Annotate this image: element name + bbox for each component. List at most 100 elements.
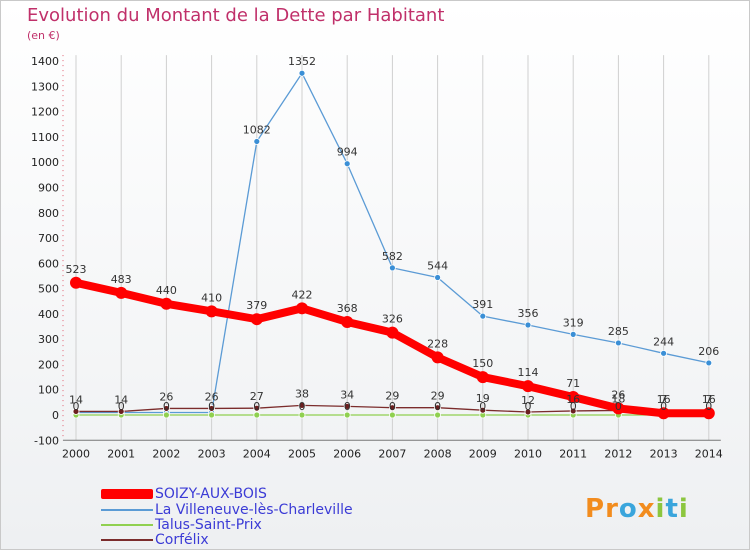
data-label: 422 xyxy=(292,288,313,301)
data-label: 326 xyxy=(382,313,403,326)
y-tick-label: 1400 xyxy=(31,55,59,68)
data-point xyxy=(117,408,125,415)
data-label: 206 xyxy=(698,345,719,358)
y-tick-label: 1100 xyxy=(31,131,59,144)
data-label: 379 xyxy=(246,299,267,312)
data-label: 410 xyxy=(201,291,222,304)
legend-item-talus: Talus-Saint-Prix xyxy=(101,517,262,533)
data-label: 114 xyxy=(518,366,539,379)
data-point xyxy=(253,138,261,145)
data-point xyxy=(160,297,173,310)
data-label: 19 xyxy=(476,392,490,405)
data-label: 71 xyxy=(566,377,580,390)
legend-label-corfelix: Corfélix xyxy=(155,531,209,548)
data-label: 12 xyxy=(521,394,535,407)
data-point xyxy=(567,391,580,404)
data-point xyxy=(612,402,625,415)
data-point xyxy=(253,404,261,412)
y-tick-label: 100 xyxy=(38,384,59,397)
data-point xyxy=(524,321,532,329)
data-point xyxy=(388,264,396,272)
data-label: 391 xyxy=(472,298,493,311)
legend-swatch-corfelix xyxy=(101,538,153,541)
data-label: 0 xyxy=(525,400,532,413)
data-label: 150 xyxy=(472,357,493,370)
data-label: 29 xyxy=(385,390,399,403)
data-label: 0 xyxy=(434,400,441,413)
proxiti-logo: Proxiti xyxy=(585,494,689,524)
data-label: 994 xyxy=(337,146,358,159)
data-point xyxy=(386,326,399,339)
data-point xyxy=(208,411,216,419)
legend-label-soizy: SOIZY-AUX-BOIS xyxy=(155,485,267,502)
data-label: 16 xyxy=(702,393,716,406)
data-point xyxy=(115,286,128,299)
data-label: 0 xyxy=(479,400,486,413)
data-point xyxy=(162,411,170,419)
y-tick-label: -100 xyxy=(34,434,59,447)
y-tick-label: 1300 xyxy=(31,80,59,93)
data-label: 228 xyxy=(427,337,448,350)
chart-subtitle: (en €) xyxy=(27,29,60,42)
data-point xyxy=(298,401,306,409)
data-label: 16 xyxy=(657,393,671,406)
y-tick-label: 300 xyxy=(38,333,59,346)
y-tick-label: 900 xyxy=(38,181,59,194)
y-tick-label: 400 xyxy=(38,308,59,321)
x-tick-label: 2013 xyxy=(650,447,678,460)
data-label: 0 xyxy=(615,400,622,413)
data-label: 1352 xyxy=(288,55,316,68)
legend-swatch-villeneuve xyxy=(101,508,153,511)
data-label: 0 xyxy=(208,400,215,413)
x-tick-label: 2009 xyxy=(469,447,497,460)
data-label: 26 xyxy=(205,390,219,403)
x-tick-label: 2003 xyxy=(198,447,226,460)
data-label: 27 xyxy=(250,390,264,403)
y-tick-label: 200 xyxy=(38,358,59,371)
y-tick-label: 500 xyxy=(38,283,59,296)
logo-letter: x xyxy=(637,494,656,524)
data-label: 26 xyxy=(611,388,625,401)
data-label: 0 xyxy=(299,400,306,413)
data-point xyxy=(388,404,396,412)
x-tick-label: 2001 xyxy=(107,447,135,460)
data-label: 356 xyxy=(518,307,539,320)
x-tick-label: 2014 xyxy=(695,447,723,460)
data-point xyxy=(615,339,622,347)
x-tick-label: 2004 xyxy=(243,447,271,460)
legend-label-villeneuve: La Villeneuve-lès-Charleville xyxy=(155,501,353,518)
data-label: 285 xyxy=(608,325,629,338)
data-point xyxy=(479,312,487,320)
data-label: 18 xyxy=(611,392,625,405)
x-tick-label: 2011 xyxy=(559,447,587,460)
data-point xyxy=(298,411,306,419)
data-label: 368 xyxy=(337,302,358,315)
data-label: 34 xyxy=(340,388,354,401)
data-point xyxy=(341,315,354,328)
y-tick-label: 0 xyxy=(52,409,59,422)
data-point xyxy=(657,407,670,420)
x-tick-label: 2002 xyxy=(152,447,180,460)
logo-letter: o xyxy=(618,494,638,524)
data-point xyxy=(253,411,261,419)
data-label: 7 xyxy=(660,393,667,406)
data-point xyxy=(250,313,263,326)
logo-letter: t xyxy=(665,494,679,524)
x-tick-label: 2006 xyxy=(333,447,361,460)
data-point xyxy=(660,349,667,357)
data-point xyxy=(162,405,170,412)
data-label: 440 xyxy=(156,284,177,297)
legend-item-villeneuve: La Villeneuve-lès-Charleville xyxy=(101,501,353,518)
y-tick-label: 800 xyxy=(38,207,59,220)
data-point xyxy=(388,411,396,419)
data-point xyxy=(479,406,487,414)
data-point xyxy=(476,371,489,384)
data-label: 0 xyxy=(344,400,351,413)
data-label: 14 xyxy=(114,393,128,406)
x-tick-label: 2010 xyxy=(514,447,542,460)
y-tick-label: 700 xyxy=(38,232,59,245)
data-label: 0 xyxy=(705,400,712,413)
data-point xyxy=(70,276,82,289)
